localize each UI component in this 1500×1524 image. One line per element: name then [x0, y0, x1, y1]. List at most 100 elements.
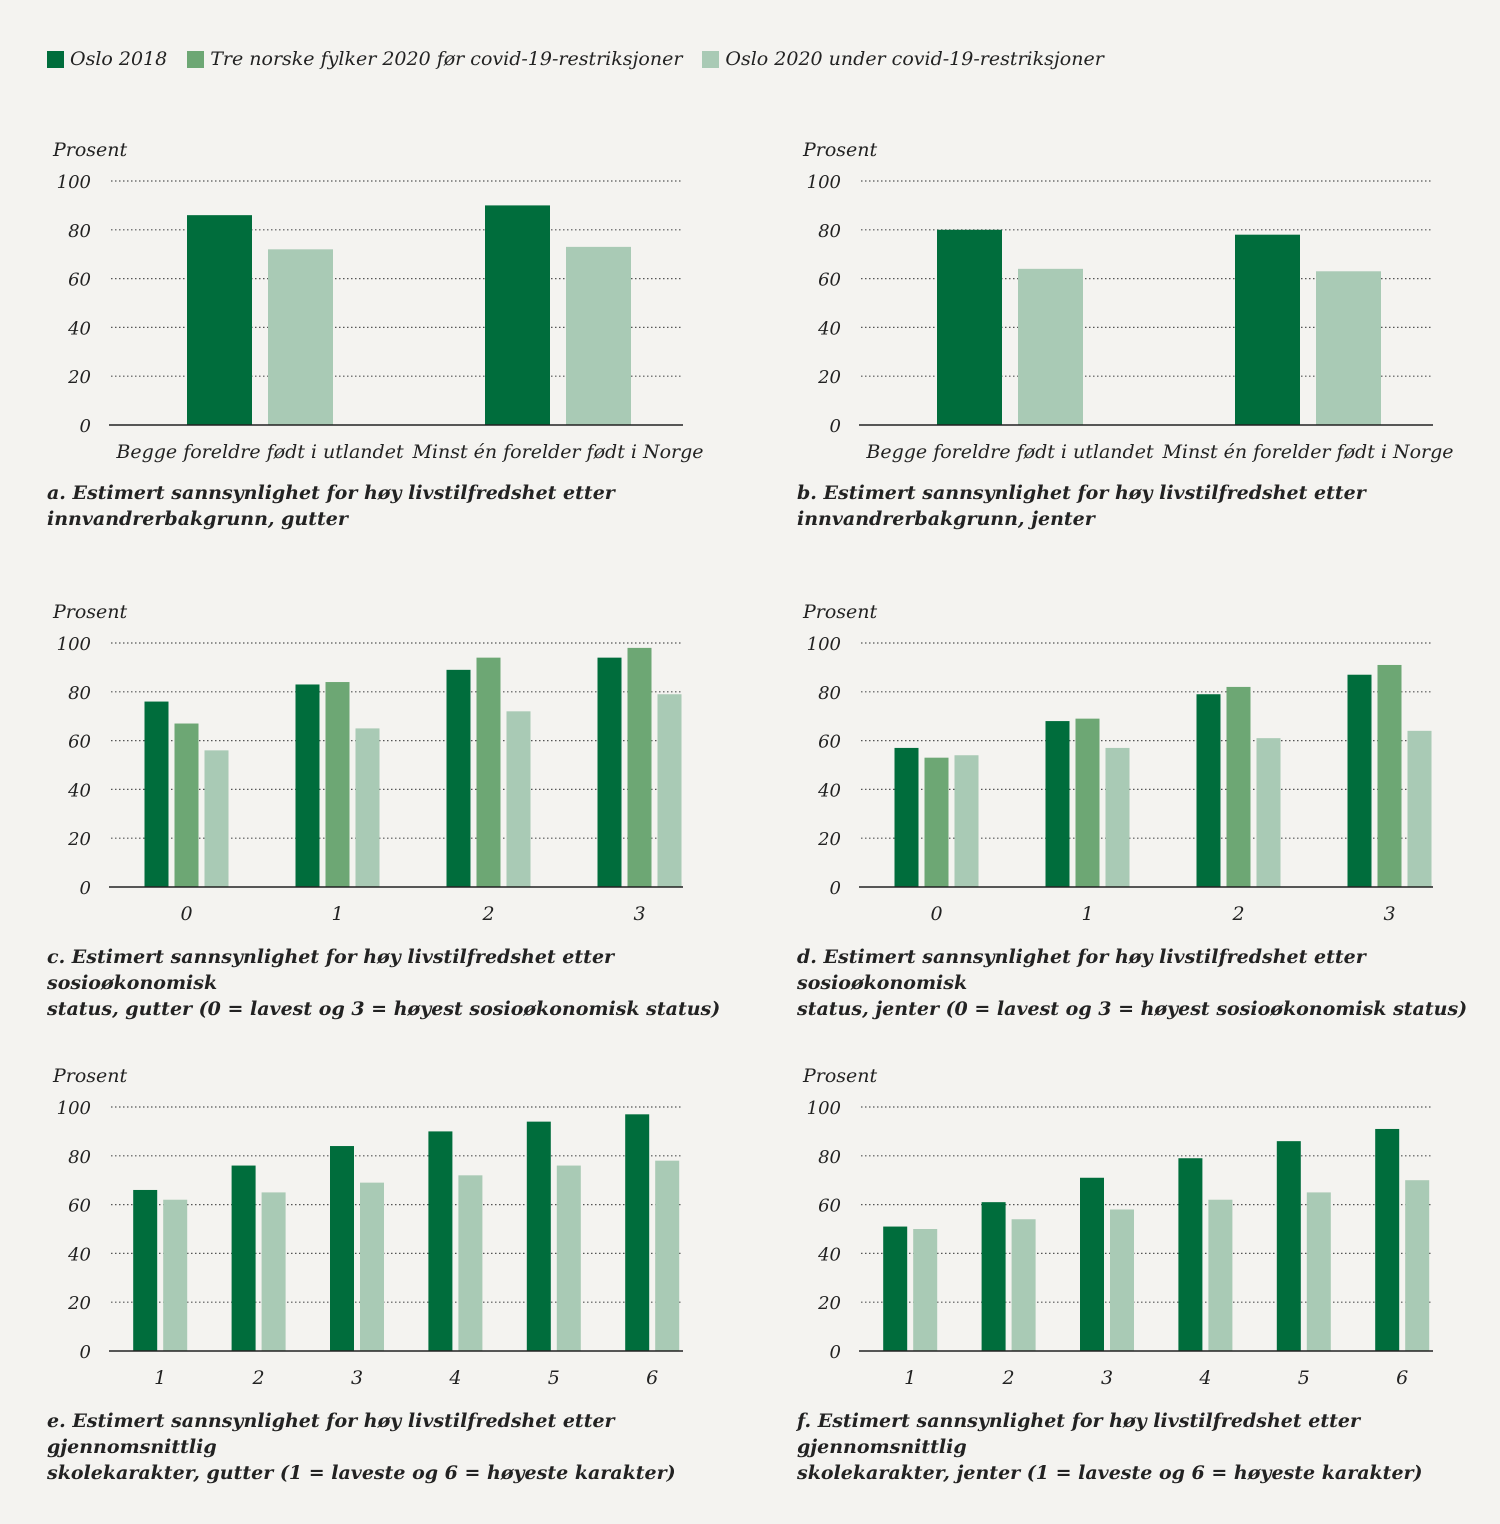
- caption-f-line-2: skolekarakter, jenter (1 = laveste og 6 …: [797, 1462, 1423, 1484]
- legend-swatch-tre-fylker-2020: [187, 50, 205, 68]
- chart-f-ytick-40: 40: [817, 1244, 841, 1265]
- chart-c-bar-1-1: [325, 682, 350, 887]
- chart-d-ytick-80: 80: [818, 683, 841, 704]
- chart-c-bar-1-2: [476, 657, 501, 887]
- chart-c-bar-0-3: [597, 657, 622, 887]
- chart-d-ylabel: Prosent: [802, 601, 878, 623]
- chart-e-xtick-1: 2: [252, 1367, 265, 1389]
- chart-e-bar-1-1: [261, 1192, 286, 1351]
- chart-a-xtick-1: Minst én forelder født i Norge: [411, 441, 703, 463]
- caption-e-line-1: e. Estimert sannsynlighet for høy livsti…: [47, 1410, 615, 1458]
- chart-d-bar-2-0: [954, 755, 979, 887]
- caption-b-line-2: innvandrerbakgrunn, jenter: [797, 508, 1095, 530]
- chart-c-xtick-1: 1: [331, 903, 343, 925]
- chart-e-ytick-80: 80: [68, 1147, 91, 1168]
- chart-c-xtick-2: 2: [481, 903, 494, 925]
- chart-c-bar-1-0: [174, 723, 199, 887]
- chart-f-bar-0-2: [1080, 1177, 1104, 1351]
- caption-b: b. Estimert sannsynlighet for høy livsti…: [797, 480, 1437, 532]
- chart-f-xtick-2: 3: [1101, 1367, 1113, 1389]
- chart-b-xtick-1: Minst én forelder født i Norge: [1161, 441, 1453, 463]
- legend-label-oslo-2018: Oslo 2018: [70, 48, 168, 70]
- chart-b-ytick-60: 60: [818, 270, 841, 291]
- caption-a-line-1: a. Estimert sannsynlighet for høy livsti…: [47, 482, 615, 504]
- caption-a-line-2: innvandrerbakgrunn, gutter: [47, 508, 348, 530]
- chart-d-bar-0-3: [1347, 674, 1372, 887]
- chart-e-ytick-40: 40: [67, 1244, 91, 1265]
- chart-c-bar-2-3: [657, 694, 682, 887]
- chart-f-ylabel: Prosent: [802, 1065, 878, 1087]
- chart-a-ytick-60: 60: [68, 270, 91, 291]
- chart-c-bar-0-1: [295, 684, 320, 887]
- chart-f-ytick-0: 0: [830, 1342, 841, 1363]
- chart-c-xtick-3: 3: [633, 903, 645, 925]
- chart-d-ytick-40: 40: [817, 780, 841, 801]
- chart-c-ytick-60: 60: [68, 732, 91, 753]
- chart-c-ytick-40: 40: [67, 780, 91, 801]
- chart-d-bar-1-0: [924, 757, 949, 887]
- chart-f-ytick-100: 100: [807, 1098, 841, 1119]
- chart-a-ylabel: Prosent: [52, 139, 128, 161]
- chart-e-ytick-0: 0: [80, 1342, 91, 1363]
- chart-c-bar-1-3: [627, 647, 652, 887]
- chart-c-bar-0-2: [446, 669, 471, 887]
- chart-d-bar-0-0: [894, 747, 919, 887]
- chart-d-ytick-100: 100: [807, 634, 841, 655]
- chart-e-bar-0-5: [625, 1114, 650, 1351]
- chart-d-xtick-2: 2: [1231, 903, 1244, 925]
- chart-f-xtick-3: 4: [1198, 1367, 1211, 1389]
- caption-d: d. Estimert sannsynlighet for høy livsti…: [797, 944, 1477, 1022]
- legend-item-oslo-2018: Oslo 2018: [47, 48, 167, 70]
- chart-a-xtick-0: Begge foreldre født i utlandet: [115, 441, 404, 463]
- legend-swatch-oslo-2018: [47, 50, 64, 68]
- chart-b-ylabel: Prosent: [802, 139, 878, 161]
- chart-b-ytick-0: 0: [830, 416, 841, 437]
- caption-d-line-2: status, jenter (0 = lavest og 3 = høyest…: [797, 998, 1468, 1020]
- legend-swatch-oslo-2020: [702, 50, 720, 68]
- chart-d-ytick-0: 0: [830, 878, 841, 899]
- caption-e-line-2: skolekarakter, gutter (1 = laveste og 6 …: [47, 1462, 676, 1484]
- chart-a-ytick-100: 100: [57, 172, 91, 193]
- chart-d-xtick-0: 0: [930, 903, 942, 925]
- chart-a-bar-1-1: [566, 246, 631, 425]
- chart-e-ytick-60: 60: [68, 1196, 91, 1217]
- chart-e-xtick-4: 5: [548, 1367, 560, 1389]
- chart-e-ylabel: Prosent: [52, 1065, 128, 1087]
- chart-e-bar-0-0: [133, 1189, 158, 1351]
- chart-d-ytick-60: 60: [818, 732, 841, 753]
- chart-d-bar-1-1: [1075, 718, 1100, 887]
- caption-f-line-1: f. Estimert sannsynlighet for høy livsti…: [797, 1410, 1360, 1458]
- chart-d-bar-0-2: [1196, 694, 1221, 887]
- caption-a: a. Estimert sannsynlighet for høy livsti…: [47, 480, 687, 532]
- chart-f-ytick-20: 20: [817, 1293, 841, 1314]
- chart-f-xtick-1: 2: [1002, 1367, 1015, 1389]
- chart-f-xtick-5: 6: [1396, 1367, 1408, 1389]
- chart-c-ylabel: Prosent: [52, 601, 128, 623]
- chart-e-ytick-20: 20: [67, 1293, 91, 1314]
- legend-item-tre-fylker-2020: Tre norske fylker 2020 før covid-19-rest…: [187, 48, 682, 70]
- chart-f-xtick-0: 1: [904, 1367, 916, 1389]
- chart-d-bar-1-3: [1377, 664, 1402, 887]
- chart-e-bar-1-0: [163, 1199, 188, 1351]
- chart-f-bar-0-3: [1178, 1158, 1203, 1351]
- chart-e-xtick-3: 4: [448, 1367, 461, 1389]
- chart-b-bar-0-1: [1235, 234, 1300, 425]
- chart-f-bar-1-2: [1110, 1209, 1134, 1351]
- chart-f-bar-1-4: [1306, 1192, 1331, 1351]
- chart-c-bar-2-1: [355, 728, 380, 887]
- chart-d-bar-2-1: [1105, 747, 1130, 887]
- chart-a-ytick-80: 80: [68, 221, 91, 242]
- legend: Oslo 2018 Tre norske fylker 2020 før cov…: [47, 48, 1124, 70]
- chart-b-ytick-40: 40: [817, 318, 841, 339]
- chart-d-bar-2-2: [1256, 738, 1281, 887]
- caption-e: e. Estimert sannsynlighet for høy livsti…: [47, 1408, 727, 1486]
- chart-d-xtick-1: 1: [1081, 903, 1093, 925]
- chart-e-bar-1-5: [655, 1160, 680, 1351]
- chart-e-bar-0-2: [330, 1146, 354, 1351]
- caption-c: c. Estimert sannsynlighet for høy livsti…: [47, 944, 727, 1022]
- chart-c-bar-2-0: [204, 750, 229, 887]
- chart-f-bar-0-5: [1375, 1128, 1400, 1351]
- chart-f-ytick-60: 60: [818, 1196, 841, 1217]
- chart-f-bar-0-1: [981, 1202, 1006, 1351]
